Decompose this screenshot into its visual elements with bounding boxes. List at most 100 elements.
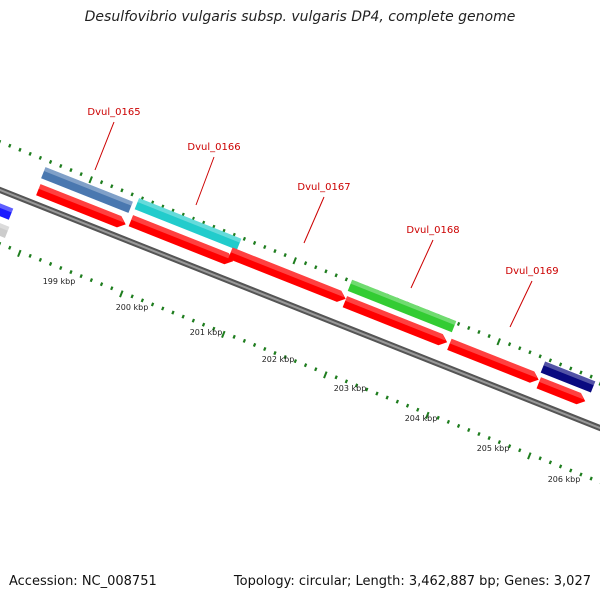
tick-mark	[375, 391, 379, 396]
tick-mark	[201, 322, 206, 327]
kbp-labels: 199 kbp 200 kbp 201 kbp 202 kbp 203 kbp 204 k…	[43, 277, 581, 484]
tick-mark	[344, 277, 349, 282]
gene-shine	[0, 217, 10, 231]
gene-shine	[131, 215, 232, 260]
tick-mark	[497, 440, 502, 445]
gene-shine	[345, 296, 446, 341]
tick-mark	[89, 278, 94, 283]
gene-arrow	[536, 377, 586, 405]
kbp-label: 204 kbp	[405, 414, 438, 423]
tick-mark	[110, 286, 114, 291]
tick-mark	[589, 374, 593, 379]
tick-mark	[38, 155, 43, 160]
gene-label: Dvul_0165	[87, 107, 140, 118]
tick-mark	[507, 444, 512, 449]
kbp-label: 201 kbp	[190, 328, 223, 337]
tick-mark	[232, 334, 236, 339]
topology-text: Topology: circular; Length: 3,462,887 bp…	[233, 574, 591, 589]
tick-mark	[242, 338, 247, 343]
tick-mark	[477, 329, 481, 335]
tick-mark	[69, 168, 73, 173]
tick-mark	[425, 411, 430, 420]
gene-red	[536, 377, 586, 405]
tick-mark	[538, 354, 542, 359]
gene-steelblue	[41, 167, 133, 213]
gene-shine	[449, 338, 538, 379]
gene-red	[36, 184, 126, 228]
gene-arrow	[228, 247, 346, 302]
tick-mark	[88, 176, 93, 184]
tick-mark	[79, 274, 83, 279]
label-leader-line	[509, 280, 533, 328]
gene-labels: Dvul_0165 Dvul_0166 Dvul_0167 Dvul_0168 Dvul…	[87, 107, 559, 328]
kbp-label: 200 kbp	[116, 303, 149, 312]
tick-mark	[140, 298, 145, 303]
gene-label: Dvul_0167	[297, 182, 350, 193]
label-leader-line	[195, 156, 215, 206]
tick-mark	[334, 273, 338, 278]
tick-mark	[283, 253, 287, 258]
tick-mark	[99, 180, 104, 185]
tick-mark	[221, 330, 226, 339]
tick-mark	[477, 431, 481, 437]
gene-arrow	[36, 184, 126, 228]
label-leader-line	[410, 239, 434, 289]
tick-mark	[120, 188, 124, 193]
tick-mark	[436, 415, 440, 420]
tick-mark	[79, 172, 83, 177]
tick-mark	[527, 452, 532, 460]
tick-mark	[569, 366, 573, 371]
tick-mark	[385, 395, 389, 400]
gene-box	[0, 217, 10, 239]
backbone-highlight	[0, 188, 600, 430]
tick-mark	[507, 342, 512, 347]
label-leader-line	[303, 196, 325, 244]
tick-mark	[48, 261, 53, 266]
gene-red	[342, 296, 448, 346]
tick-mark	[69, 270, 73, 275]
tick-mark	[273, 249, 277, 254]
tick-mark	[487, 436, 491, 441]
tick-mark	[283, 355, 287, 360]
tick-mark	[150, 302, 155, 307]
gene-label: Dvul_0168	[406, 225, 459, 236]
gene-blue	[0, 198, 14, 220]
tick-mark	[130, 192, 134, 197]
tick-mark	[59, 163, 63, 169]
tick-mark	[496, 338, 501, 346]
tick-mark	[252, 342, 257, 347]
page-title: Desulfovibrio vulgaris subsp. vulgaris D…	[84, 9, 516, 25]
tick-mark	[314, 367, 318, 372]
tick-mark	[323, 371, 328, 379]
tick-mark	[528, 350, 532, 355]
gene-green	[347, 279, 457, 333]
gene-shine	[350, 279, 457, 325]
tick-mark	[119, 290, 124, 298]
gene-shine	[137, 198, 242, 243]
tick-mark	[28, 151, 32, 156]
gene-arrow	[342, 296, 448, 346]
kbp-label: 199 kbp	[43, 277, 76, 286]
gene-features	[0, 167, 596, 405]
tick-mark	[191, 318, 196, 323]
tick-mark	[365, 387, 369, 392]
gene-gray	[0, 217, 10, 239]
gene-label: Dvul_0166	[187, 142, 240, 153]
gene-box	[347, 279, 457, 333]
kbp-label: 206 kbp	[548, 475, 581, 484]
gene-box	[540, 361, 596, 393]
tick-mark	[59, 265, 63, 271]
tick-mark	[334, 375, 338, 380]
accession-text: Accession: NC_008751	[9, 574, 157, 589]
tick-mark	[130, 294, 134, 299]
tick-mark	[456, 321, 461, 326]
tick-mark	[487, 334, 491, 339]
tick-mark	[579, 472, 583, 477]
tick-mark	[99, 282, 104, 287]
tick-mark	[110, 184, 114, 189]
tick-mark	[558, 464, 563, 469]
gene-shine	[539, 377, 584, 400]
gene-label: Dvul_0169	[505, 266, 558, 277]
label-leader-line	[94, 121, 115, 171]
tick-mark	[38, 257, 43, 262]
